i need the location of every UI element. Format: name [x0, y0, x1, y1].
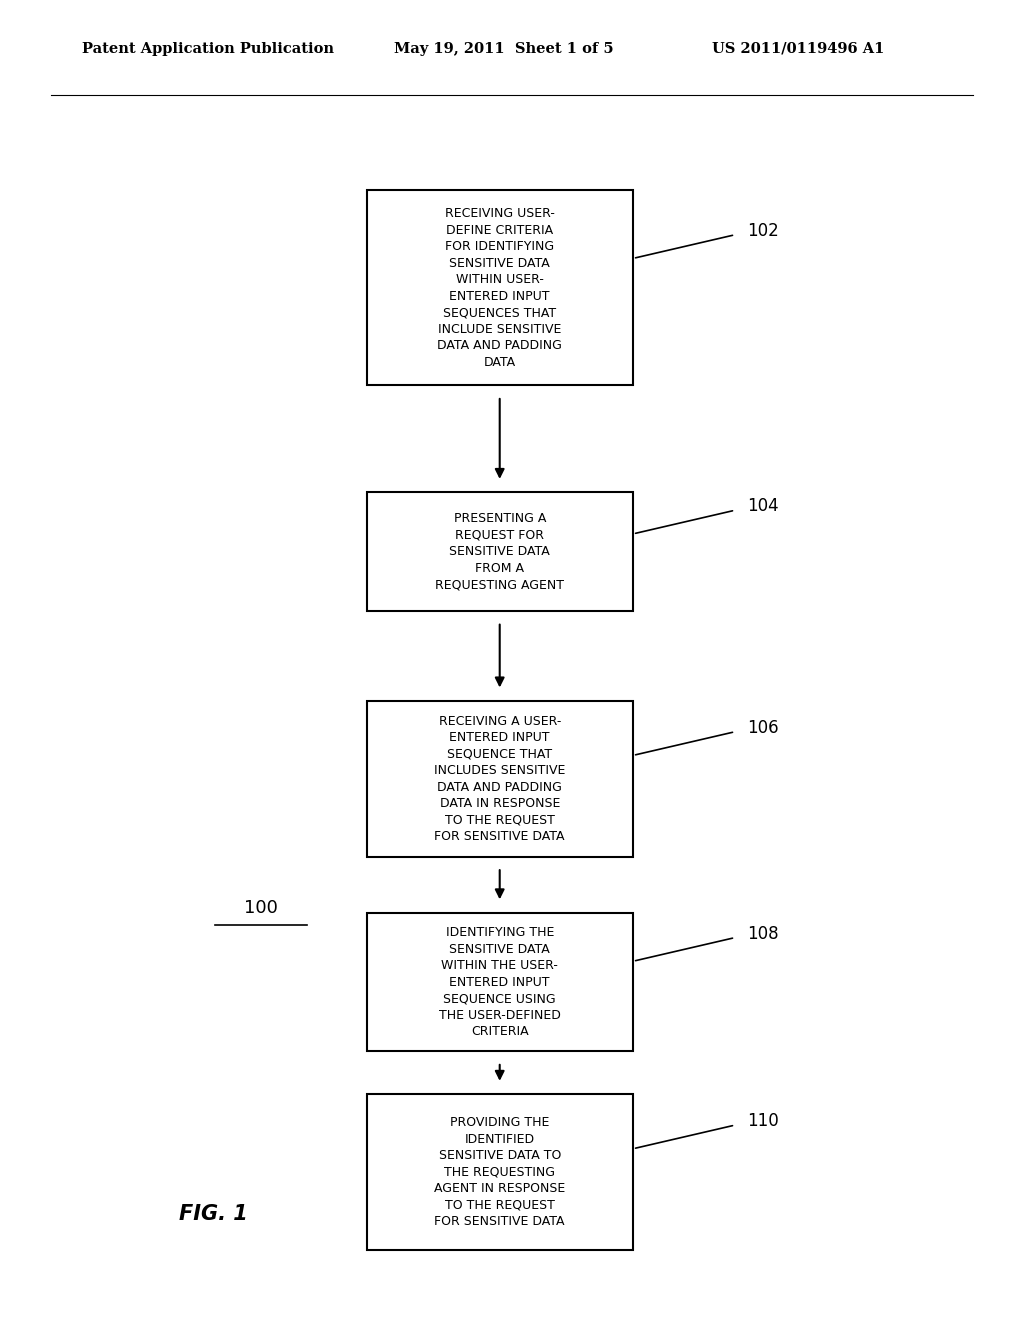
- Point: [301, 917, 313, 933]
- Bar: [367, 1094, 633, 1250]
- Text: 104: 104: [748, 498, 779, 515]
- Bar: [367, 701, 633, 857]
- Text: 108: 108: [748, 924, 779, 942]
- Text: 102: 102: [748, 222, 779, 240]
- Text: US 2011/0119496 A1: US 2011/0119496 A1: [712, 42, 884, 55]
- Text: Patent Application Publication: Patent Application Publication: [82, 42, 334, 55]
- Text: PROVIDING THE
IDENTIFIED
SENSITIVE DATA TO
THE REQUESTING
AGENT IN RESPONSE
TO T: PROVIDING THE IDENTIFIED SENSITIVE DATA …: [434, 1117, 565, 1228]
- Text: 100: 100: [244, 899, 279, 917]
- Text: RECEIVING USER-
DEFINE CRITERIA
FOR IDENTIFYING
SENSITIVE DATA
WITHIN USER-
ENTE: RECEIVING USER- DEFINE CRITERIA FOR IDEN…: [437, 207, 562, 368]
- Bar: [367, 492, 633, 611]
- Text: PRESENTING A
REQUEST FOR
SENSITIVE DATA
FROM A
REQUESTING AGENT: PRESENTING A REQUEST FOR SENSITIVE DATA …: [435, 512, 564, 591]
- Text: RECEIVING A USER-
ENTERED INPUT
SEQUENCE THAT
INCLUDES SENSITIVE
DATA AND PADDIN: RECEIVING A USER- ENTERED INPUT SEQUENCE…: [434, 714, 565, 843]
- Text: May 19, 2011  Sheet 1 of 5: May 19, 2011 Sheet 1 of 5: [394, 42, 613, 55]
- Bar: [367, 913, 633, 1051]
- Text: FIG. 1: FIG. 1: [179, 1204, 248, 1225]
- Text: 106: 106: [748, 718, 779, 737]
- Bar: [367, 190, 633, 385]
- Text: IDENTIFYING THE
SENSITIVE DATA
WITHIN THE USER-
ENTERED INPUT
SEQUENCE USING
THE: IDENTIFYING THE SENSITIVE DATA WITHIN TH…: [438, 927, 561, 1038]
- Point: [209, 917, 221, 933]
- Text: 110: 110: [748, 1111, 779, 1130]
